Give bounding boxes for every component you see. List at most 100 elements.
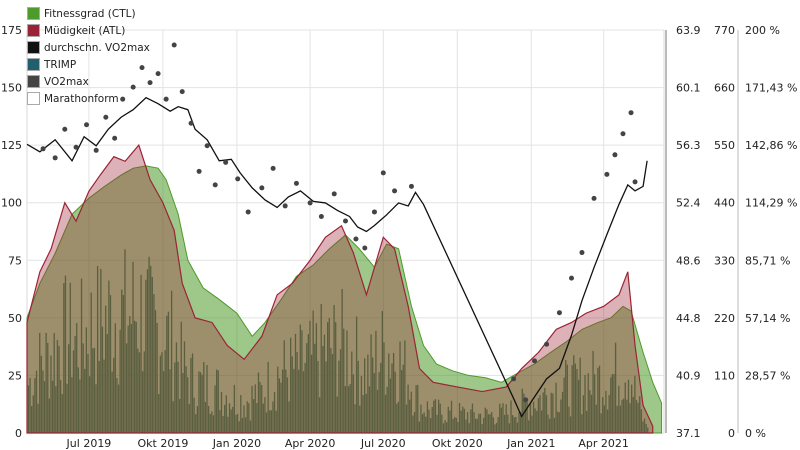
vo2max-point bbox=[544, 341, 550, 347]
legend-label-trimp: TRIMP bbox=[44, 58, 77, 71]
y-vo2-tick-label: 52.4 bbox=[676, 197, 701, 210]
y-left-tick-label: 175 bbox=[1, 24, 22, 37]
vo2max-point bbox=[204, 143, 210, 149]
y-left-tick-label: 0 bbox=[15, 427, 22, 440]
vo2max-point bbox=[139, 65, 145, 71]
legend-item-vo2max[interactable]: VO2max bbox=[27, 73, 187, 90]
vo2max-point bbox=[179, 89, 185, 95]
vo2max-point bbox=[93, 147, 99, 153]
axes: 0 37.1 0 0 % 25 40.9 110 28,57 % 50 44.8 220 57,14 … bbox=[1, 24, 797, 450]
vo2max-point bbox=[307, 200, 313, 206]
vo2-series bbox=[26, 42, 648, 418]
legend-swatch-vo2max bbox=[27, 75, 40, 88]
legend: Fitnessgrad (CTL) Müdigkeit (ATL) durchs… bbox=[27, 5, 187, 107]
y-percent-tick-label: 85,71 % bbox=[745, 254, 790, 267]
x-tick-label: Jan 2021 bbox=[506, 437, 555, 450]
atl-area bbox=[26, 143, 654, 434]
legend-label-marathonform: Marathonform bbox=[44, 92, 119, 105]
vo2max-point bbox=[604, 171, 610, 177]
legend-swatch-atl bbox=[27, 24, 40, 37]
y-vo2-tick-label: 60.1 bbox=[676, 82, 701, 95]
vo2max-point bbox=[235, 176, 241, 182]
legend-item-atl[interactable]: Müdigkeit (ATL) bbox=[27, 22, 187, 39]
legend-swatch-avg-vo2max bbox=[27, 41, 40, 54]
vo2max-point bbox=[612, 152, 618, 158]
vo2max-point bbox=[523, 397, 529, 403]
vo2max-point bbox=[591, 195, 597, 201]
vo2max-point bbox=[380, 170, 386, 176]
vo2max-point bbox=[84, 122, 90, 128]
legend-item-marathonform[interactable]: Marathonform bbox=[27, 90, 187, 107]
y-percent-tick-label: 28,57 % bbox=[745, 369, 790, 382]
y-trimp-tick-label: 110 bbox=[714, 369, 735, 382]
vo2max-point bbox=[212, 182, 218, 188]
y-trimp-tick-label: 0 bbox=[728, 427, 735, 440]
x-tick-label: Okt 2019 bbox=[138, 437, 189, 450]
vo2max-point bbox=[62, 126, 68, 132]
legend-item-ctl[interactable]: Fitnessgrad (CTL) bbox=[27, 5, 187, 22]
vo2max-point bbox=[511, 376, 517, 382]
avg-vo2max-line bbox=[26, 96, 648, 418]
vo2max-point bbox=[282, 203, 288, 209]
vo2max-point bbox=[120, 96, 126, 102]
y-vo2-tick-label: 40.9 bbox=[676, 369, 701, 382]
y-left-tick-label: 125 bbox=[1, 139, 22, 152]
y-left-tick-label: 100 bbox=[1, 197, 22, 210]
x-tick-label: Jul 2020 bbox=[360, 437, 406, 450]
x-tick-label: Jul 2019 bbox=[66, 437, 112, 450]
vo2max-point bbox=[40, 146, 46, 152]
vo2max-point bbox=[353, 236, 359, 242]
legend-swatch-marathonform bbox=[27, 92, 40, 105]
legend-label-atl: Müdigkeit (ATL) bbox=[44, 24, 126, 37]
legend-swatch-ctl bbox=[27, 7, 40, 20]
area-series bbox=[26, 143, 663, 434]
vo2max-point bbox=[632, 179, 638, 185]
vo2max-point bbox=[408, 183, 414, 189]
y-trimp-tick-label: 440 bbox=[714, 197, 735, 210]
vo2max-point bbox=[392, 188, 398, 194]
vo2max-point bbox=[147, 80, 153, 86]
legend-item-avg-vo2max[interactable]: durchschn. VO2max bbox=[27, 39, 187, 56]
vo2max-point bbox=[171, 42, 177, 48]
x-tick-label: Apr 2021 bbox=[578, 437, 629, 450]
vo2max-point bbox=[362, 245, 368, 251]
vo2max-point bbox=[130, 84, 136, 90]
vo2max-point bbox=[103, 114, 109, 120]
y-percent-tick-label: 142,86 % bbox=[745, 139, 797, 152]
x-tick-label: Apr 2020 bbox=[285, 437, 336, 450]
vo2max-point bbox=[628, 110, 634, 116]
vo2max-point bbox=[163, 96, 169, 102]
vo2max-point bbox=[532, 358, 538, 364]
vo2max-point bbox=[371, 209, 377, 215]
y-trimp-tick-label: 220 bbox=[714, 312, 735, 325]
legend-item-trimp[interactable]: TRIMP bbox=[27, 56, 187, 73]
y-percent-tick-label: 57,14 % bbox=[745, 312, 790, 325]
y-percent-tick-label: 0 % bbox=[745, 427, 766, 440]
vo2max-point bbox=[293, 180, 299, 186]
y-vo2-tick-label: 37.1 bbox=[676, 427, 701, 440]
y-percent-tick-label: 171,43 % bbox=[745, 82, 797, 95]
vo2max-point bbox=[155, 71, 161, 77]
y-trimp-tick-label: 550 bbox=[714, 139, 735, 152]
legend-label-avg-vo2max: durchschn. VO2max bbox=[44, 41, 150, 54]
vo2max-point bbox=[112, 135, 118, 141]
y-trimp-tick-label: 770 bbox=[714, 24, 735, 37]
vo2max-point bbox=[343, 218, 348, 224]
vo2max-point bbox=[556, 310, 562, 316]
vo2max-point bbox=[52, 155, 58, 161]
y-vo2-tick-label: 44.8 bbox=[676, 312, 701, 325]
vo2max-point bbox=[331, 191, 337, 197]
vo2max-point bbox=[620, 131, 626, 137]
legend-swatch-trimp bbox=[27, 58, 40, 71]
vo2max-point bbox=[579, 250, 585, 256]
vo2max-point bbox=[259, 185, 265, 191]
y-percent-tick-label: 114,29 % bbox=[745, 197, 797, 210]
legend-label-ctl: Fitnessgrad (CTL) bbox=[44, 7, 136, 20]
y-vo2-tick-label: 63.9 bbox=[676, 24, 701, 37]
y-vo2-tick-label: 56.3 bbox=[676, 139, 701, 152]
x-tick-label: Okt 2020 bbox=[432, 437, 483, 450]
ctl-area bbox=[26, 165, 663, 434]
vo2max-point bbox=[569, 275, 575, 281]
vo2max-point bbox=[270, 165, 276, 171]
